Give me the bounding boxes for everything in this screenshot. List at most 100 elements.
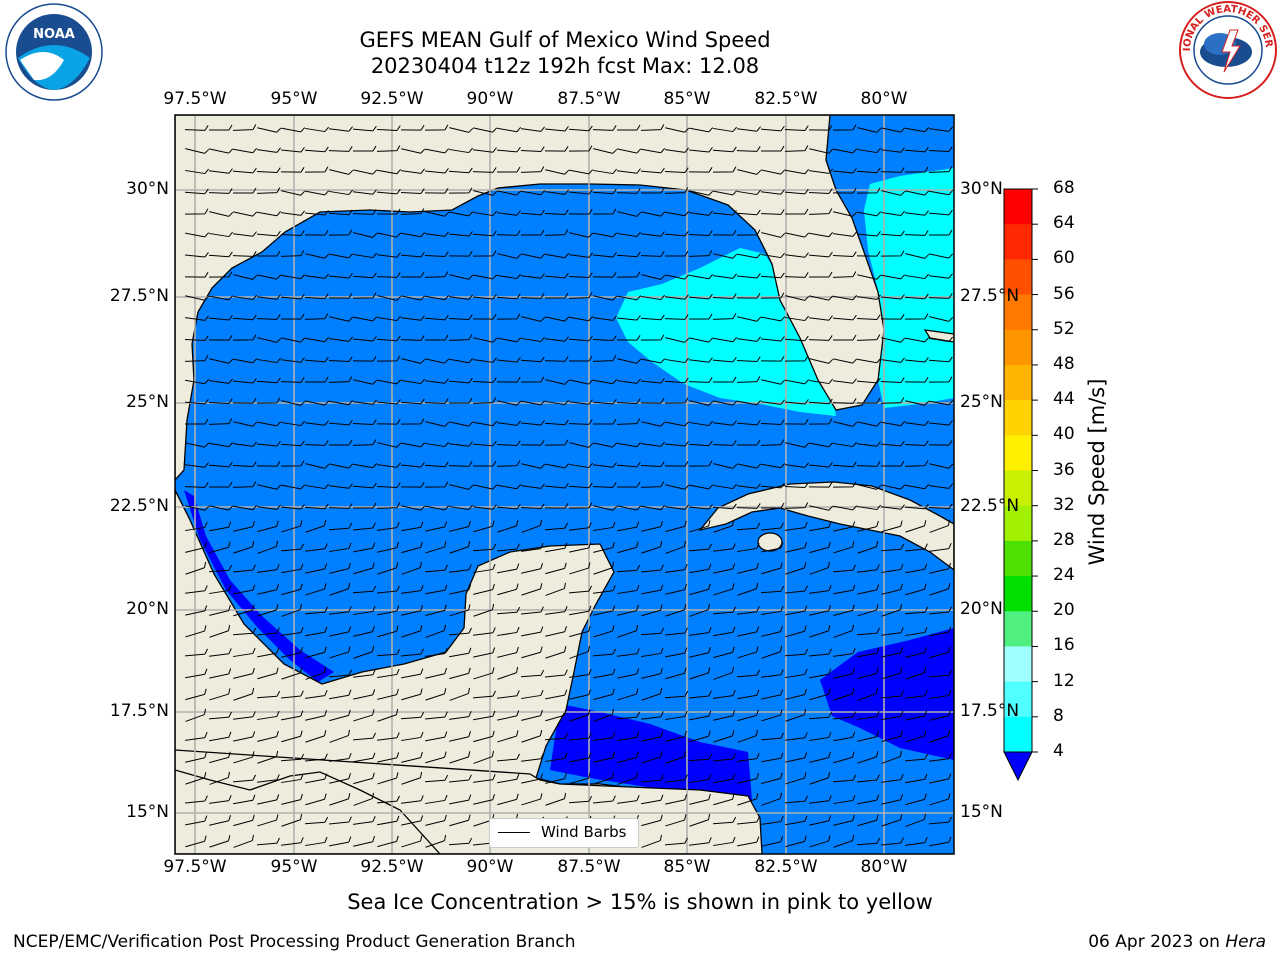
wind-barb: [665, 127, 690, 133]
wind-barb: [329, 606, 352, 615]
wind-barb: [305, 543, 328, 552]
wind-barb: [257, 294, 281, 300]
wind-barb: [401, 561, 422, 575]
wind-barb: [401, 521, 424, 532]
wind-barb: [209, 124, 233, 131]
wind-barb: [857, 647, 880, 658]
wind-barb: [809, 625, 831, 638]
wind-barb: [713, 273, 737, 279]
wind-barb: [281, 337, 306, 343]
wind-barb: [640, 334, 665, 341]
wind-barb: [377, 522, 400, 531]
wind-barb: [808, 188, 833, 195]
wind-barb: [304, 606, 328, 615]
wind-barb: [185, 148, 210, 154]
wind-barb: [257, 710, 280, 721]
wind-barb: [809, 795, 832, 804]
wind-barb: [353, 522, 376, 531]
wind-barb: [497, 666, 519, 680]
wind-barb: [353, 232, 378, 238]
wind-barb: [617, 688, 639, 701]
wind-barb: [664, 167, 689, 174]
wind-barb: [281, 520, 303, 533]
wind-barb: [713, 646, 735, 659]
wind-barb: [377, 295, 402, 301]
wind-barb: [665, 730, 687, 742]
wind-barb: [569, 772, 591, 785]
wind-barb: [833, 358, 858, 364]
wind-barb: [257, 750, 279, 764]
wind-barb: [857, 294, 881, 300]
wind-barb: [449, 274, 474, 280]
wind-barb: [569, 379, 594, 385]
wind-barb: [400, 335, 425, 341]
wind-barb: [664, 187, 689, 194]
wind-barb: [256, 314, 281, 320]
wind-barb: [520, 209, 545, 216]
lon-tick-label-bottom: 97.5°W: [163, 857, 227, 877]
wind-barb: [736, 356, 761, 363]
wind-barb: [928, 439, 953, 446]
lat-tick-label-right: 15°N: [960, 802, 1003, 822]
wind-barb: [329, 483, 353, 489]
wind-barb: [592, 482, 617, 488]
wind-barb: [833, 711, 856, 720]
wind-barb: [640, 481, 665, 488]
wind-barb: [569, 522, 592, 531]
wind-barb: [209, 521, 232, 532]
wind-barb: [401, 315, 425, 321]
wind-barb: [497, 543, 520, 552]
wind-barb: [929, 229, 953, 236]
wind-barb: [569, 645, 590, 659]
wind-barb: [785, 605, 808, 616]
wind-barb: [281, 274, 306, 280]
wind-barb: [905, 520, 927, 533]
legend-line-sample: [498, 832, 530, 833]
wind-barb: [257, 274, 282, 280]
wind-barb: [857, 564, 880, 573]
wind-barb: [449, 687, 470, 701]
wind-barb: [617, 124, 641, 131]
wind-barb: [905, 563, 928, 574]
wind-barb: [737, 316, 762, 322]
wind-barb: [785, 815, 808, 826]
wind-barbs: [184, 124, 954, 848]
wind-barb: [280, 460, 305, 467]
wind-barb: [280, 230, 305, 237]
lat-tick-label-right: 20°N: [960, 599, 1003, 619]
wind-barb: [281, 603, 302, 617]
wind-barb: [857, 667, 879, 680]
wind-barb: [808, 251, 833, 258]
wind-barb: [256, 377, 281, 384]
wind-barb: [377, 752, 400, 763]
wind-barb: [881, 421, 906, 427]
wind-barb: [881, 583, 903, 595]
wind-barb: [401, 835, 423, 848]
wind-barb: [592, 398, 617, 405]
wind-barb: [257, 667, 279, 680]
wind-barb: [521, 773, 544, 784]
wind-barb: [425, 711, 448, 720]
wind-barb: [713, 337, 738, 343]
wind-barb: [617, 584, 640, 595]
wind-barb: [761, 379, 786, 385]
wind-barb: [449, 711, 472, 720]
wind-barb: [185, 668, 208, 679]
wind-barb: [473, 563, 496, 574]
wind-barb: [641, 647, 664, 658]
wind-barb: [616, 711, 640, 720]
wind-barb: [784, 335, 809, 342]
wind-barb: [281, 127, 306, 133]
wind-barb: [353, 605, 376, 616]
wind-barb: [233, 541, 255, 554]
wind-barb: [593, 625, 615, 638]
wind-barb: [281, 793, 303, 805]
wind-barb: [689, 520, 711, 533]
wind-barb: [425, 834, 447, 848]
wind-barb: [640, 314, 665, 321]
wind-barb: [281, 504, 305, 510]
wind-barb: [833, 584, 856, 595]
wind-barb: [832, 271, 857, 278]
wind-barb: [784, 482, 809, 489]
wind-barb: [641, 441, 665, 447]
